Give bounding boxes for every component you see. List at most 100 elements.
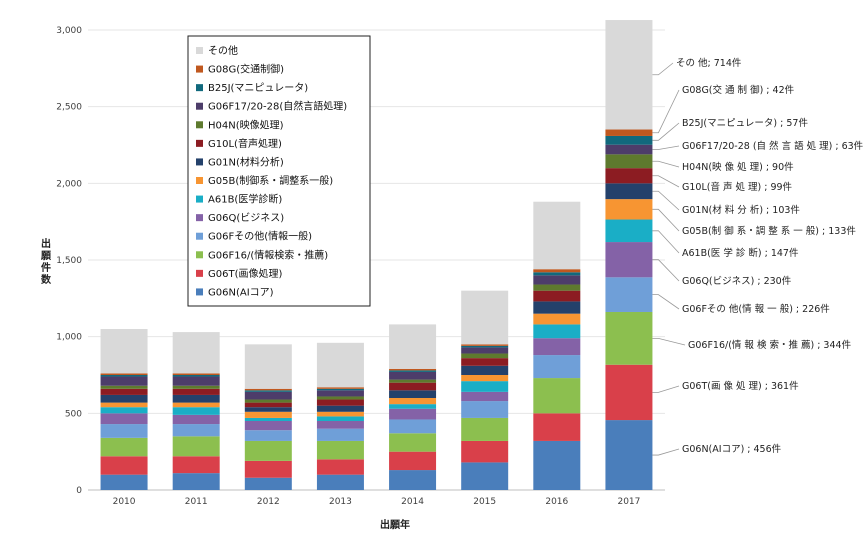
legend-label: G05B(制御系・調整系一般) xyxy=(208,174,333,187)
x-tick-label: 2012 xyxy=(257,497,280,507)
bar-segment xyxy=(605,420,653,490)
bar-segment xyxy=(389,398,437,405)
y-axis-ticks: 0 500 1,000 1,500 2,000 2,500 3,000 xyxy=(56,26,82,496)
legend-swatch xyxy=(196,121,203,129)
bar-segment xyxy=(389,370,437,372)
bar-segment xyxy=(172,473,220,490)
bar-segment xyxy=(244,430,292,441)
y-tick-label: 2,500 xyxy=(56,103,82,113)
legend-label: B25J(マニピュレータ) xyxy=(208,82,308,94)
bar-segment xyxy=(244,411,292,418)
bar-segment xyxy=(172,402,220,408)
bar-segment xyxy=(533,201,581,270)
bar-segment xyxy=(533,284,581,291)
bar-segment xyxy=(533,338,581,356)
bar-segment xyxy=(244,399,292,403)
bar-segment xyxy=(533,275,581,285)
y-tick-label: 3,000 xyxy=(56,26,82,36)
bar-segment xyxy=(389,371,437,380)
bar-segment xyxy=(533,272,581,276)
annotation-leader xyxy=(652,122,680,141)
annotation-label: H04N(映 像 処 理) ; 90件 xyxy=(682,161,794,173)
bar-segment xyxy=(172,375,220,377)
bar-segment xyxy=(100,437,148,457)
bar-segment xyxy=(389,408,437,420)
bar-segment xyxy=(172,388,220,395)
bar-segment xyxy=(389,324,437,369)
bar-segment xyxy=(605,168,653,184)
bar-segment xyxy=(100,474,148,490)
bar-segment xyxy=(461,365,509,375)
legend-label: G06F16/(情報検索・推薦) xyxy=(208,248,328,261)
bar-segment xyxy=(172,414,220,425)
bar-segment xyxy=(244,421,292,431)
bar-segment xyxy=(316,474,364,490)
bar-segment xyxy=(244,390,292,392)
y-tick-label: 2,000 xyxy=(56,179,82,189)
bar-segment xyxy=(316,342,364,388)
bar-segment xyxy=(244,391,292,400)
bar-segment xyxy=(533,313,581,325)
bars xyxy=(100,20,653,490)
bar-segment xyxy=(389,451,437,471)
bar-segment xyxy=(461,391,509,402)
bar-segment xyxy=(605,311,653,365)
bar-segment xyxy=(605,154,653,169)
annotations: その 他; 714件 G08G(交 通 制 御) ; 42件 B25J(マニピュレー… xyxy=(652,57,864,456)
bar-segment xyxy=(172,332,220,374)
bar-segment xyxy=(316,428,364,441)
bar-segment xyxy=(100,373,148,375)
bar-segment xyxy=(461,417,509,441)
y-tick-label: 1,500 xyxy=(56,256,82,266)
bar-segment xyxy=(100,385,148,389)
bar-segment xyxy=(244,388,292,391)
bar-segment xyxy=(316,411,364,417)
x-tick-label: 2010 xyxy=(113,497,136,507)
bar-segment xyxy=(605,144,653,155)
annotation-leader xyxy=(652,208,680,232)
legend-label: G06F17/20-28(自然言語処理) xyxy=(208,100,347,113)
bar-segment xyxy=(316,421,364,429)
bar-segment xyxy=(461,462,509,490)
legend-label: G10L(音声処理) xyxy=(208,137,282,150)
annotation-label: G10L(音 声 処 理) ; 99件 xyxy=(682,181,793,193)
bar-segment xyxy=(100,402,148,408)
bar-segment xyxy=(172,373,220,375)
bar-segment xyxy=(389,379,437,383)
bar-segment xyxy=(461,345,509,348)
y-tick-label: 0 xyxy=(76,486,82,496)
bar-segment xyxy=(172,456,220,474)
bar-segment xyxy=(533,269,581,273)
bar-segment xyxy=(533,301,581,314)
bar-segment xyxy=(316,399,364,406)
bar-segment xyxy=(533,378,581,414)
bar-segment xyxy=(100,407,148,414)
legend-label: G08G(交通制御) xyxy=(208,63,284,76)
bar-segment xyxy=(389,368,437,371)
bar-segment xyxy=(100,376,148,386)
annotation-leader xyxy=(652,448,680,456)
annotation-label: その 他; 714件 xyxy=(676,57,742,69)
bar-segment xyxy=(533,290,581,302)
bar-segment xyxy=(244,440,292,461)
x-tick-label: 2016 xyxy=(545,497,568,507)
annotation-leader xyxy=(652,190,680,211)
legend-label: G01N(材料分析) xyxy=(208,155,284,168)
bar-segment xyxy=(244,402,292,408)
legend-swatch xyxy=(196,288,203,296)
bar-segment xyxy=(533,355,581,379)
bar-segment xyxy=(172,407,220,415)
annotation-leader xyxy=(652,62,674,76)
bar-segment xyxy=(605,20,653,130)
bar-segment xyxy=(172,385,220,389)
bar-segment xyxy=(533,413,581,441)
bar-segment xyxy=(389,419,437,434)
legend-label: G06N(AIコア) xyxy=(208,287,274,298)
bar-segment xyxy=(605,129,653,136)
bar-segment xyxy=(100,388,148,395)
bar-segment xyxy=(605,242,653,278)
legend-swatch xyxy=(196,251,203,259)
legend-box xyxy=(187,35,371,307)
legend-label: その他 xyxy=(208,44,238,57)
legend-swatch xyxy=(196,65,203,73)
